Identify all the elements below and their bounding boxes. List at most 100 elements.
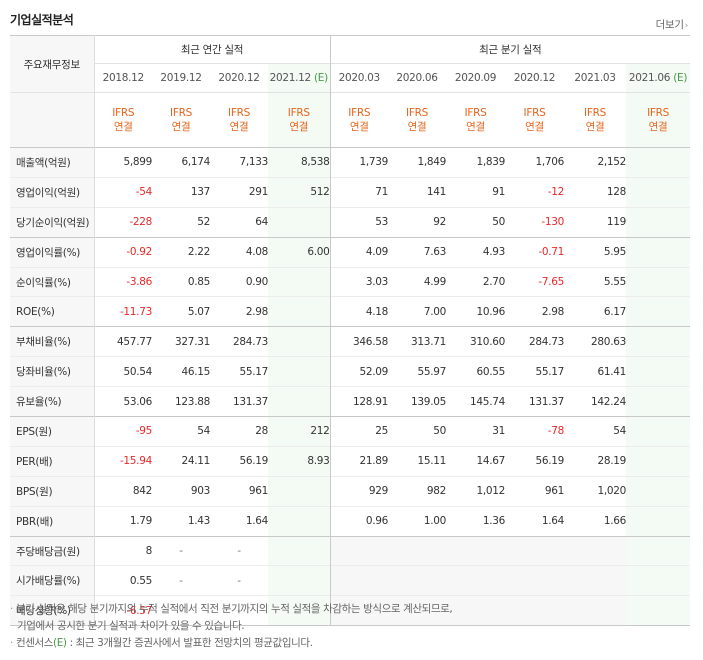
table-cell: 0.55 <box>94 565 152 596</box>
ifrs-header: IFRS 연결 <box>152 92 210 148</box>
table-row: ROE(%) -11.73 5.07 2.98 4.18 7.00 10.96 2.98 6.1… <box>10 296 691 327</box>
table-cell <box>388 565 446 596</box>
table-cell: 137 <box>152 176 210 208</box>
table-cell: 7.00 <box>388 296 446 327</box>
table-cell: 128 <box>564 176 626 208</box>
table-cell: -130 <box>505 206 564 238</box>
period-label: 2021.06 <box>628 72 671 84</box>
table-cell: 0.90 <box>210 266 268 297</box>
period-header: 2021.03 <box>564 63 626 93</box>
table-cell: 1.64 <box>210 505 268 537</box>
table-cell <box>626 505 691 537</box>
table-cell <box>626 445 691 477</box>
period-header: 2020.03 <box>329 63 388 93</box>
table-cell <box>626 176 691 208</box>
table-cell <box>626 147 691 178</box>
table-cell: 6.00 <box>268 236 330 268</box>
table-cell: 52 <box>152 206 210 238</box>
table-cell: 4.18 <box>329 296 388 327</box>
table-cell: 961 <box>210 475 268 507</box>
table-cell: 313.71 <box>388 326 446 357</box>
table-cell <box>626 206 691 238</box>
table-cell: -12 <box>505 176 564 208</box>
table-cell: 4.08 <box>210 236 268 268</box>
row-label: 주당배당금(원) <box>10 535 95 566</box>
table-row: BPS(원) 842 903 961 929 982 1,012 961 1,020 <box>10 475 691 507</box>
table-cell: 2.98 <box>210 296 268 327</box>
table-cell <box>505 565 564 596</box>
table-cell <box>626 386 691 417</box>
table-cell: 903 <box>152 475 210 507</box>
section-title: 기업실적분석 <box>10 13 74 27</box>
period-header: 2019.12 <box>152 63 210 93</box>
table-cell: -0.71 <box>505 236 564 268</box>
table-cell: 139.05 <box>388 386 446 417</box>
table-cell: 310.60 <box>446 326 505 357</box>
table-cell: 52.09 <box>329 356 388 387</box>
ifrs-label: IFRS <box>287 107 310 119</box>
table-cell <box>626 236 691 268</box>
table-cell: 8,538 <box>268 147 330 178</box>
table-cell: 961 <box>505 475 564 507</box>
table-cell: 60.55 <box>446 356 505 387</box>
bullet-icon: · <box>10 637 13 649</box>
table-cell: 54 <box>564 416 626 447</box>
table-cell <box>268 475 330 507</box>
table-row: 당기순이익(억원) -228 52 64 53 92 50 -130 119 <box>10 206 691 238</box>
table-cell: 128.91 <box>329 386 388 417</box>
ifrs-header: IFRS 연결 <box>564 92 626 148</box>
table-cell <box>388 595 446 626</box>
table-cell: 123.88 <box>152 386 210 417</box>
table-row: PBR(배) 1.79 1.43 1.64 0.96 1.00 1.36 1.64 1.66 <box>10 505 691 537</box>
row-label: 배당성향(%) <box>10 595 95 626</box>
table-cell <box>564 535 626 566</box>
table-cell: 3.03 <box>329 266 388 297</box>
period-header: 2020.12 <box>505 63 564 93</box>
table-cell: 50.54 <box>94 356 152 387</box>
table-cell: 1,839 <box>446 147 505 178</box>
row-label: 영업이익(억원) <box>10 176 95 208</box>
table-cell: - <box>152 565 210 596</box>
ifrs-header: IFRS 연결 <box>329 92 388 148</box>
table-cell: -54 <box>94 176 152 208</box>
table-cell <box>268 326 330 357</box>
table-cell: 1.79 <box>94 505 152 537</box>
table-cell: 14.67 <box>446 445 505 477</box>
table-cell: 4.99 <box>388 266 446 297</box>
ifrs-label: IFRS <box>170 107 192 119</box>
table-cell: 346.58 <box>329 326 388 357</box>
row-head-blank <box>10 92 95 148</box>
period-header: 2021.06 (E) <box>626 63 691 93</box>
group-annual-header: 최근 연간 실적 <box>180 44 244 56</box>
table-row: PER(배) -15.94 24.11 56.19 8.93 21.89 15.11 14.6… <box>10 445 691 477</box>
more-link[interactable]: 더보기› <box>656 17 689 32</box>
footnote-2-post: : 최근 3개월간 증권사에서 발표한 전망치의 평균값입니다. <box>66 637 313 649</box>
table-cell: -78 <box>505 416 564 447</box>
table-cell <box>505 535 564 566</box>
table-cell: 131.37 <box>210 386 268 417</box>
table-cell: 53.06 <box>94 386 152 417</box>
row-label: PER(배) <box>10 445 95 477</box>
estimate-mark: (E) <box>673 72 688 84</box>
table-cell: 145.74 <box>446 386 505 417</box>
ifrs-header: IFRS 연결 <box>626 92 691 148</box>
table-cell: 1.66 <box>564 505 626 537</box>
table-cell: 91 <box>446 176 505 208</box>
ifrs-header: IFRS 연결 <box>94 92 152 148</box>
table-row: 부채비율(%) 457.77 327.31 284.73 346.58 313.71 310… <box>10 326 691 357</box>
table-cell: 71 <box>329 176 388 208</box>
period-header: 2020.09 <box>446 63 505 93</box>
table-cell: 53 <box>329 206 388 238</box>
table-cell <box>564 565 626 596</box>
table-cell: 55.17 <box>210 356 268 387</box>
table-row: 주당배당금(원) 8- - <box>10 535 691 566</box>
consolidated-label: 연결 <box>349 121 369 133</box>
table-cell: 50 <box>388 416 446 447</box>
table-cell: 15.11 <box>388 445 446 477</box>
table-cell: 1,020 <box>564 475 626 507</box>
table-cell: 284.73 <box>210 326 268 357</box>
estimate-mark: (E) <box>313 72 328 84</box>
table-cell: 8.93 <box>268 445 330 477</box>
table-cell <box>329 595 388 626</box>
table-cell: 7,133 <box>210 147 268 178</box>
